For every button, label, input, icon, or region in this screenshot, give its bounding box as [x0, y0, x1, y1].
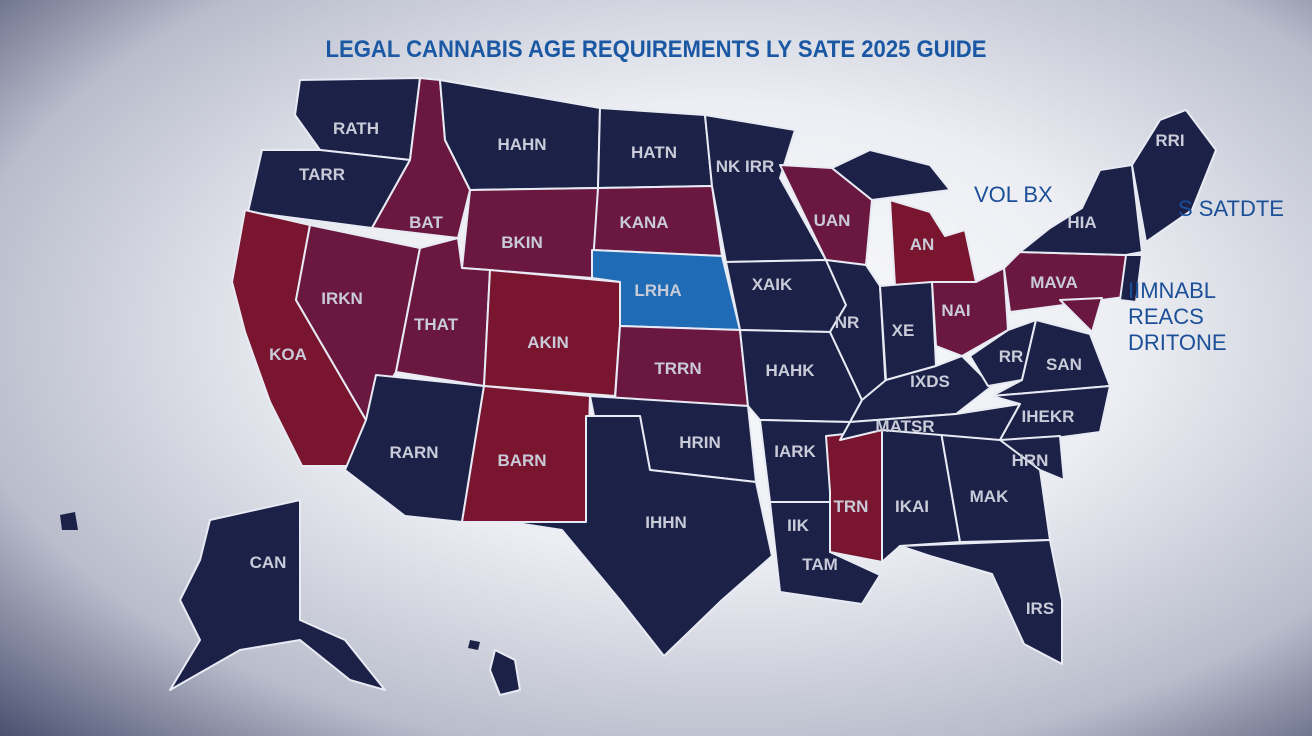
label-mi: AN [910, 235, 935, 254]
state-new-jersey[interactable] [1119, 254, 1143, 303]
state-texas[interactable] [509, 415, 773, 657]
island-alaska [60, 512, 78, 530]
label-mt: HAHN [497, 135, 546, 154]
label-mn-1: NK IRR [716, 157, 775, 176]
state-florida[interactable] [899, 539, 1063, 665]
map-title: LEGAL CANNABIS AGE REQUIREMENTS LY SATE … [325, 36, 987, 63]
label-pa: MAVA [1030, 273, 1078, 292]
legend-line-1: IIMNABL [1128, 278, 1217, 303]
legend-line-2: REACS [1128, 304, 1204, 329]
label-wa: RATH [333, 119, 379, 138]
label-tn: MATSR [875, 417, 934, 436]
legend-line-3: DRITONE [1128, 330, 1227, 355]
label-ok: HRIN [679, 433, 721, 452]
label-ia: XAIK [752, 275, 793, 294]
state-new-york[interactable] [1019, 164, 1143, 256]
label-nv: IRKN [321, 289, 363, 308]
state-west-virginia[interactable] [969, 319, 1037, 387]
label-il: NR [835, 313, 860, 332]
label-ks: TRRN [654, 359, 701, 378]
label-tx: IHHN [645, 513, 687, 532]
label-wi: UAN [814, 211, 851, 230]
label-co: AKIN [527, 333, 569, 352]
label-wy: BKIN [501, 233, 543, 252]
state-alaska[interactable] [169, 499, 386, 691]
annotation-top-right: VOL BX [974, 182, 1053, 207]
island-hawaii [468, 640, 480, 650]
label-fl: IRS [1026, 599, 1054, 618]
state-virginia[interactable] [991, 319, 1111, 397]
state-hawaii[interactable] [489, 649, 521, 696]
label-ut: THAT [414, 315, 459, 334]
label-ne: LRHA [634, 281, 681, 300]
state-mississippi[interactable] [825, 429, 883, 563]
label-or: TARR [299, 165, 345, 184]
label-la-2: TAM [802, 555, 838, 574]
label-nd: HATN [631, 143, 677, 162]
label-ga: MAK [970, 487, 1009, 506]
label-al: IKAI [895, 497, 929, 516]
label-sd: KANA [619, 213, 668, 232]
label-mo: HAHK [765, 361, 815, 380]
label-nm: BARN [497, 451, 546, 470]
label-wv: RR [999, 347, 1024, 366]
state-maryland[interactable] [1059, 297, 1103, 333]
label-ak: CAN [250, 553, 287, 572]
legend-block: IIMNABL REACS DRITONE [1128, 278, 1227, 356]
label-la: IIK [787, 516, 809, 535]
state-new-england[interactable] [1131, 109, 1217, 243]
label-ms: TRN [834, 497, 869, 516]
label-ky: IXDS [910, 372, 950, 391]
label-in: XE [892, 321, 915, 340]
state-michigan-up[interactable] [831, 149, 951, 201]
state-south-carolina[interactable] [999, 435, 1065, 481]
label-me: RRI [1155, 131, 1184, 150]
state-iowa[interactable] [725, 259, 847, 333]
label-az: RARN [389, 443, 438, 462]
label-oh: NAI [941, 301, 970, 320]
label-ny: HIA [1067, 213, 1096, 232]
state-wisconsin[interactable] [779, 164, 873, 266]
label-ca: KOA [269, 345, 307, 364]
label-va: SAN [1046, 355, 1082, 374]
label-id: BAT [409, 213, 443, 232]
label-nc: IHEKR [1022, 407, 1075, 426]
label-ar: IARK [774, 442, 816, 461]
annotation-right: S SATDTE [1178, 196, 1284, 221]
label-sc: HRN [1012, 451, 1049, 470]
